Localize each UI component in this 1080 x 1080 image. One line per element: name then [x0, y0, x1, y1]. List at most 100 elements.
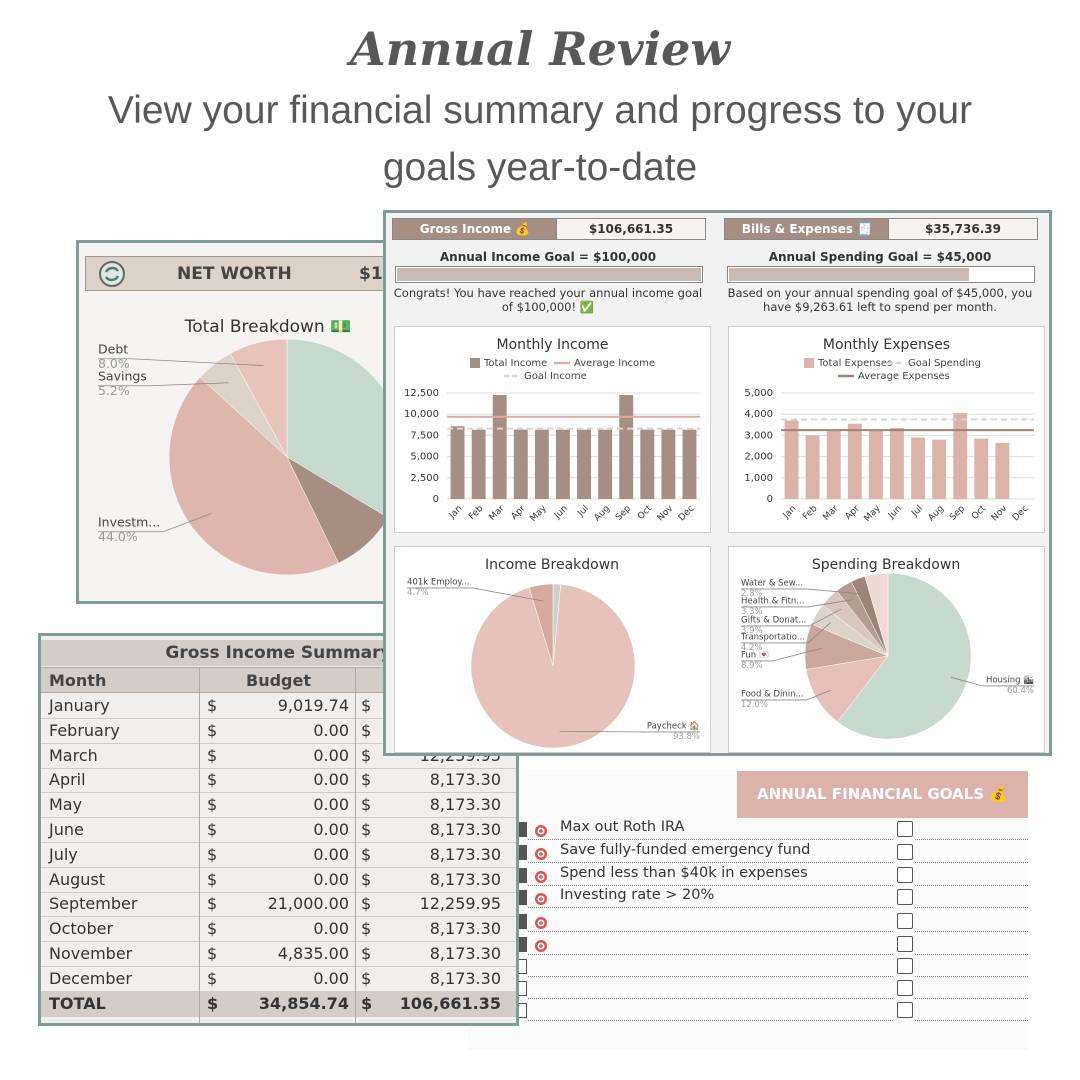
currency-symbol: $	[361, 993, 373, 1013]
dotted-rule	[915, 998, 1028, 999]
x-tick-label: Nov	[990, 503, 1010, 523]
target-icon	[535, 848, 547, 860]
dotted-rule	[528, 954, 893, 955]
slice-value-label: 8.9%	[741, 661, 763, 671]
checkbox	[897, 958, 913, 974]
month-cell: January	[49, 696, 110, 715]
pie-slice	[528, 583, 554, 667]
leader-line	[741, 599, 853, 608]
currency-symbol: $	[361, 745, 372, 765]
row-divider	[41, 966, 516, 967]
bar	[534, 429, 549, 499]
chart-card: Income Breakdown Paycheck 🏠 93.8% 401k Empl…	[394, 546, 711, 753]
goals-title: ANNUAL FINANCIAL GOALS 💰	[737, 771, 1028, 818]
chart-title: Monthly Expenses	[823, 337, 950, 353]
pie-slice	[837, 572, 972, 740]
chart-card: Spending Breakdown Housing 🏙 60.4% Food & D…	[728, 546, 1045, 753]
y-tick-label: 5,000	[744, 388, 773, 399]
bar	[932, 439, 947, 499]
pie-slice	[168, 376, 339, 576]
checkbox	[897, 936, 913, 952]
net-worth-value: $1	[359, 264, 383, 284]
target-icon	[535, 940, 547, 952]
x-tick-label: Aug	[927, 504, 947, 524]
budget-cell: 0.00	[313, 720, 349, 740]
currency-symbol: $	[361, 894, 372, 914]
x-tick-label: Jul	[909, 504, 924, 519]
target-ring	[539, 875, 543, 879]
actual-cell: 106,661.35	[399, 993, 501, 1013]
actual-cell: 8,173.30	[429, 968, 501, 988]
net-worth-panel: NET WORTH $1 Total Breakdown 💵 Investm...…	[76, 240, 398, 604]
y-tick-label: 0	[767, 494, 773, 505]
month-cell: TOTAL	[49, 993, 106, 1013]
currency-symbol: $	[361, 919, 372, 939]
dotted-rule	[528, 1020, 893, 1021]
x-tick-label: Jul	[575, 504, 590, 519]
dotted-rule	[915, 839, 1028, 840]
x-tick-label: May	[529, 503, 550, 524]
subtitle: View your financial summary and progress…	[107, 89, 973, 189]
currency-symbol: $	[361, 696, 372, 715]
progress-fill	[729, 268, 970, 281]
bar-chart: Monthly Expenses 0 1,000 2,000 3,000 4,000 5,0…	[744, 337, 1034, 524]
goal-message: Congrats! You have reached your annual i…	[393, 286, 703, 314]
actual-cell: 8,173.30	[429, 844, 501, 864]
slice-value-label: 3.3%	[741, 607, 763, 617]
month-cell: February	[49, 720, 120, 740]
bar	[682, 429, 697, 499]
slice-label: Debt	[98, 342, 128, 357]
budget-cell: 9,019.74	[277, 696, 349, 715]
bar	[911, 437, 925, 499]
dotted-rule	[528, 839, 893, 840]
total-row	[41, 990, 516, 1017]
budget-cell: 0.00	[313, 820, 349, 839]
goal-item: Max out Roth IRA	[560, 819, 685, 835]
actual-cell: 8,173.30	[429, 770, 501, 790]
target-icon	[535, 871, 547, 883]
y-tick-label: 3,000	[744, 430, 773, 441]
bar	[890, 427, 904, 499]
x-tick-label: Sep	[948, 504, 967, 523]
goal-text: Annual Spending Goal = $45,000	[768, 250, 992, 264]
x-tick-label: Apr	[844, 504, 862, 522]
dotted-rule	[915, 885, 1028, 886]
month-cell: March	[49, 745, 98, 765]
goal-text: Annual Income Goal = $100,000	[439, 250, 657, 264]
net-worth-label: NET WORTH	[177, 264, 292, 284]
x-tick-label: May	[863, 503, 884, 524]
pie-slice	[229, 338, 288, 458]
leader-line	[950, 676, 1034, 687]
legend-label: Total Expenses	[817, 358, 892, 369]
month-cell: May	[49, 795, 83, 815]
row-divider	[41, 742, 516, 744]
slice-value-label: 2.8%	[741, 589, 763, 599]
pie-slice	[805, 655, 889, 723]
checkbox	[897, 1002, 913, 1018]
bar	[492, 395, 507, 499]
legend-label: Average Expenses	[858, 371, 950, 382]
refresh-icon	[99, 261, 125, 287]
dotted-rule	[528, 931, 893, 932]
bar	[805, 435, 820, 499]
dotted-rule	[528, 976, 893, 977]
goal-message: Based on your annual spending goal of $4…	[727, 286, 1033, 314]
budget-cell: 0.00	[313, 770, 349, 790]
column-line	[199, 667, 200, 1023]
currency-symbol: $	[207, 820, 218, 839]
pie-slice	[864, 572, 889, 657]
pie-chart: Income Breakdown Paycheck 🏠93.8% 401k Empl…	[407, 557, 700, 749]
chart-title: Income Breakdown	[485, 557, 619, 573]
x-tick-label: Feb	[801, 504, 820, 523]
legend-label: Average Income	[574, 358, 655, 369]
bar	[826, 430, 841, 499]
chart-card: Monthly Income 0 2,500 5,000 7,500 10,000 12,5…	[394, 326, 711, 533]
y-tick-label: 2,500	[410, 473, 439, 484]
checkbox	[897, 844, 913, 860]
slice-value-label: 5.2%	[98, 383, 130, 398]
slice-value-label: 4.7%	[407, 588, 429, 598]
x-tick-label: Apr	[510, 504, 528, 522]
budget-cell: 0.00	[313, 844, 349, 864]
goal-item: Spend less than $40k in expenses	[560, 865, 808, 881]
slice-label: Savings	[98, 369, 147, 384]
